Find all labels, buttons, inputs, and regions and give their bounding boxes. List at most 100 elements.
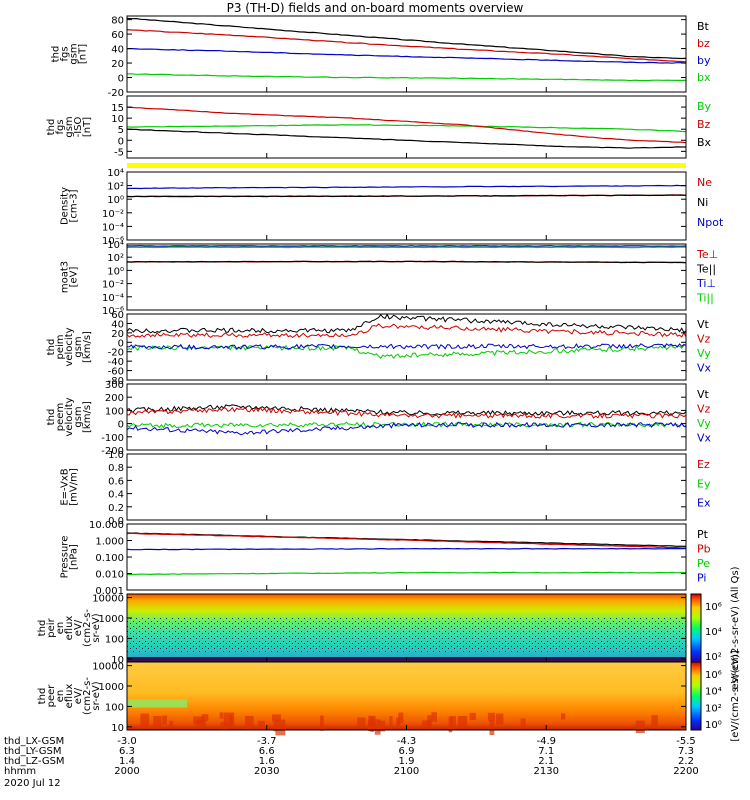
spectrogram-patch xyxy=(162,715,167,725)
spectrogram-patch xyxy=(520,718,526,728)
y-axis-label: eflux xyxy=(64,616,75,641)
legend-entry: Vt xyxy=(697,388,710,401)
y-tick-label: 200 xyxy=(105,393,124,404)
y-axis-label: [nPa] xyxy=(69,544,80,570)
spectrogram-patch xyxy=(495,713,504,725)
series-line xyxy=(126,194,687,198)
panel-frame xyxy=(126,523,687,591)
y-axis-label: sr-eV) xyxy=(91,613,102,642)
legend-entry: Vt xyxy=(697,318,710,331)
y-tick-label: 0.6 xyxy=(108,476,124,487)
y-axis-label: thd xyxy=(51,46,62,63)
spectrogram-patch xyxy=(272,714,281,722)
yellow-strip xyxy=(127,163,686,168)
y-axis-label: sr-eV) xyxy=(91,681,102,710)
y-tick-label: -200 xyxy=(101,446,124,457)
panel-frame xyxy=(126,453,687,521)
y-tick-label: 1.000 xyxy=(95,537,124,548)
x-axis-value: 2030 xyxy=(254,766,279,777)
y-tick-label: 10⁻² xyxy=(102,209,124,220)
spectrogram-patch xyxy=(374,719,381,735)
y-tick-label: 100 xyxy=(105,702,124,713)
panel-4: Te⊥ Te||Ti⊥ Ti|| 10⁴ 10² 10⁰ 10⁻² 10⁻⁴ 10⁻⁶ moat3… xyxy=(60,240,719,317)
panel-frame xyxy=(126,171,687,241)
y-axis-label: fgs xyxy=(55,119,66,134)
y-tick-label: 0.001 xyxy=(95,586,124,597)
y-tick-label: 10⁰ xyxy=(107,195,124,206)
y-axis-label: thd xyxy=(46,119,57,136)
x-axis-row-label: thd_LY-GSM xyxy=(4,746,61,757)
y-axis-label: [cm-3] xyxy=(69,189,80,222)
series-line xyxy=(127,260,687,264)
colorbar-tick-label: 10⁴ xyxy=(705,687,722,698)
spectrogram xyxy=(127,662,686,730)
x-axis-row-label: thd_LZ-GSM xyxy=(4,756,65,767)
y-axis-label: velocity xyxy=(64,327,75,366)
legend-entry: Ex xyxy=(697,497,711,510)
spectrogram-patch xyxy=(398,712,404,724)
x-axis-value: 2200 xyxy=(673,766,698,777)
y-axis-label: en xyxy=(55,622,66,635)
y-tick-label: -60 xyxy=(108,367,124,378)
series-line xyxy=(127,73,687,82)
y-tick-label: 10⁻⁶ xyxy=(102,236,124,247)
y-tick-label: -80 xyxy=(108,376,124,387)
series-line xyxy=(126,246,686,249)
y-tick-label: 1000 xyxy=(99,614,124,625)
spectrogram-patch xyxy=(273,721,277,732)
spectrogram-patch xyxy=(377,720,386,732)
spectrogram-patch xyxy=(651,715,658,727)
y-tick-label: 60 xyxy=(111,310,124,321)
spectrogram-patch xyxy=(635,720,645,733)
spectrogram-patch xyxy=(431,712,437,722)
legend-entry: Vx xyxy=(697,362,712,375)
colorbar-label: [eV/(cm2-s-sr-eV)] xyxy=(730,650,741,741)
x-axis-value: -4.3 xyxy=(397,736,417,747)
colorbar-gradient xyxy=(690,593,702,663)
y-tick-label: 10.000 xyxy=(89,520,124,531)
plot-title: P3 (TH-D) fields and on-board moments ov… xyxy=(226,1,524,15)
x-axis-value: 1.6 xyxy=(259,756,275,767)
x-axis-value: 6.9 xyxy=(399,746,415,757)
y-tick-label: 0.010 xyxy=(95,570,124,581)
colorbar-tick-label: 10⁴ xyxy=(705,627,722,638)
x-axis-value: 6.3 xyxy=(119,746,135,757)
legend-entry: bz xyxy=(697,37,710,50)
y-tick-label: 80 xyxy=(111,16,124,27)
spectrogram-patch xyxy=(140,713,150,727)
series-line xyxy=(126,17,687,60)
spectrogram-patch xyxy=(448,716,453,733)
colorbar-tick-label: 10² xyxy=(705,703,722,714)
y-axis-label: velocity xyxy=(64,397,75,436)
y-tick-label: 0.8 xyxy=(108,463,124,474)
x-axis-row-label: thd_LX-GSM xyxy=(4,736,64,747)
y-tick-label: 20 xyxy=(111,59,124,70)
spectrogram-patch xyxy=(169,720,174,728)
spectrogram-patch xyxy=(245,715,254,730)
y-tick-label: 10 xyxy=(111,723,124,734)
spectrogram-patch xyxy=(258,720,265,730)
y-axis-label: peir xyxy=(46,617,57,637)
y-tick-label: 100 xyxy=(105,634,124,645)
y-axis-label: Pressure xyxy=(60,536,71,579)
y-tick-label: 40 xyxy=(111,45,124,56)
spectrogram-patch xyxy=(229,715,233,727)
y-axis-label: -ISO xyxy=(73,116,84,137)
y-axis-label: thd xyxy=(37,688,48,705)
y-axis-label: peem xyxy=(55,403,66,431)
x-axis-value: -3.7 xyxy=(257,736,277,747)
colorbar: 10⁶ 10⁴ 10² 10⁰ [eV/(cm2-s-sr-eV)] xyxy=(690,650,741,742)
x-axis-value: -5.5 xyxy=(676,736,696,747)
legend-entry: Vx xyxy=(697,432,712,445)
y-tick-label: 10⁴ xyxy=(107,168,124,179)
y-tick-label: 15 xyxy=(111,103,124,114)
y-axis-label: E=-VxB xyxy=(60,468,71,505)
legend-entry: Pe xyxy=(697,557,710,570)
legend-entry: Ni xyxy=(697,196,708,209)
series-line xyxy=(126,406,687,419)
legend-entry: Te|| xyxy=(696,263,716,276)
y-axis-label: fgs xyxy=(60,46,71,61)
series-line xyxy=(126,404,687,417)
legend-entry: by xyxy=(697,54,711,67)
y-axis-label: (cm2-s- xyxy=(82,609,93,647)
